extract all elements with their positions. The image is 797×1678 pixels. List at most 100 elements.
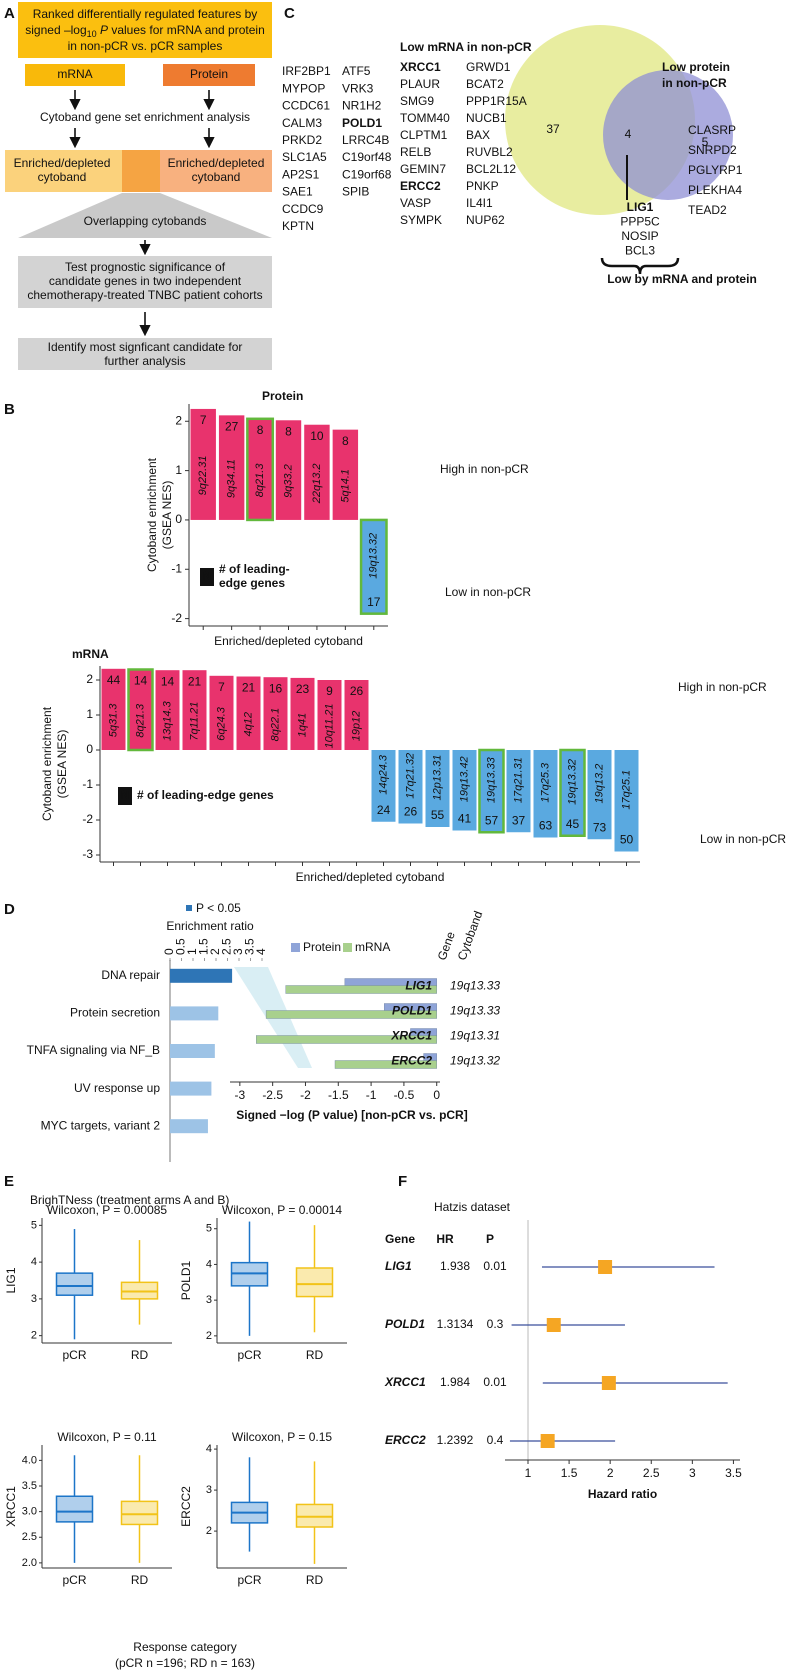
annotation: High in non-pCR (678, 680, 767, 694)
flow-text: signed –log10 P values for mRNA and prot… (25, 23, 265, 39)
count-label: 17 (367, 595, 381, 609)
gene-name: CCDC9 (282, 202, 324, 216)
bar (290, 677, 315, 750)
axis-title: Cytoband enrichment (40, 706, 54, 821)
bar (587, 750, 612, 840)
gene-name: TOMM40 (400, 111, 450, 125)
flow-text: in non-pCR vs. pCR samples (68, 39, 223, 53)
flow-band (122, 150, 160, 192)
gene-label: ERCC2 (385, 1433, 426, 1447)
axis-title: Enriched/depleted cytoband (214, 634, 363, 648)
flow-text: Ranked differentially regulated features… (33, 7, 258, 21)
y-tick-label: 3 (31, 1293, 37, 1305)
bar (170, 1081, 212, 1096)
legend-text: P < 0.05 (196, 901, 241, 915)
bar (317, 680, 342, 750)
bar (263, 677, 288, 750)
x-tick-label: 0 (433, 1088, 440, 1102)
flow-text: Enriched/depleted (14, 156, 111, 170)
gene-name: SAE1 (282, 185, 313, 199)
venn-protein (603, 70, 733, 200)
count-label: 14 (161, 674, 175, 688)
chart-title: mRNA (72, 647, 109, 661)
y-tick-label: 2 (206, 1525, 212, 1537)
axis-title: LIG1 (4, 1267, 18, 1293)
gene-name: MYPOP (282, 81, 325, 95)
bar (371, 750, 396, 822)
count-label: 27 (225, 420, 239, 434)
x-tick-label: 1 (525, 1466, 532, 1480)
annotation: High in non-pCR (440, 462, 529, 476)
gene-label: XRCC1 (390, 1029, 432, 1043)
legend-text: # of leading- (219, 562, 290, 576)
y-tick-label: 3 (206, 1484, 212, 1496)
brace (600, 257, 680, 275)
panel-label: A (4, 5, 15, 22)
point (601, 1376, 616, 1390)
gene-name: SMG9 (400, 94, 434, 108)
gene-name: ERCC2 (400, 179, 441, 193)
cytoband-label: 19q13.33 (450, 979, 500, 993)
bar (190, 408, 216, 520)
box (295, 1267, 334, 1298)
flow-text: Test prognostic significance of (65, 260, 226, 274)
hr-value: 1.938 (440, 1259, 470, 1273)
flow-text: further analysis (104, 354, 185, 368)
flow-text: signed –log (25, 23, 86, 37)
bar (236, 676, 261, 750)
category-label: MYC targets, variant 2 (41, 1118, 161, 1132)
count-label: 14 (134, 674, 148, 688)
flow-text: Cytoband gene set enrichment analysis (40, 110, 250, 124)
count-label: 8 (342, 434, 349, 448)
count-label: 24 (377, 803, 391, 817)
category-label: 10q11.21 (323, 703, 335, 748)
legend-symbol: N (121, 788, 130, 802)
flow-text: 10 (87, 29, 97, 39)
flow-text: Overlapping cytobands (84, 214, 207, 228)
chart-subtitle: Wilcoxon, P = 0.15 (232, 1430, 332, 1444)
y-tick-label: 4 (206, 1443, 212, 1455)
category-label: 8q22.1 (269, 708, 281, 742)
y-tick-label: 2 (175, 413, 182, 427)
gene-name: ATF5 (342, 64, 371, 78)
p-value: 0.3 (487, 1317, 504, 1331)
bar (155, 670, 180, 750)
category-label: UV response up (74, 1081, 160, 1095)
x-tick-label: -1.5 (328, 1088, 349, 1102)
flow-box (163, 64, 255, 86)
category-label: 6q24.3 (215, 706, 227, 741)
bar (285, 985, 437, 994)
gene-name: C19orf68 (342, 167, 392, 181)
count-label: 16 (269, 681, 283, 695)
gene-name: SLC1A5 (282, 150, 327, 164)
count-label: 55 (431, 808, 445, 822)
gene-name: PRKD2 (282, 133, 322, 147)
gene-name: BCL3 (625, 244, 655, 258)
flow-text: cytoband (38, 170, 87, 184)
panel-title: BrighTNess (treatment arms A and B) (30, 1193, 229, 1207)
y-tick-label: 2.5 (22, 1531, 37, 1543)
point (598, 1260, 613, 1274)
count-label: 50 (620, 833, 634, 847)
gene-name: XRCC1 (400, 60, 441, 74)
panel-label: D (4, 901, 15, 918)
flow-text: P (97, 23, 108, 37)
bar (170, 1119, 208, 1134)
x-tick-label: 2 (607, 1466, 614, 1480)
gene-label: LIG1 (405, 979, 432, 993)
hr-value: 1.984 (440, 1375, 470, 1389)
panel-label: C (284, 5, 295, 22)
axis-title: Enrichment ratio (166, 919, 254, 933)
legend-text: Protein (303, 940, 341, 954)
category-label: 8q21.3 (254, 463, 266, 498)
gene-name: CLASRP (688, 123, 736, 137)
y-tick-label: 1 (86, 707, 93, 721)
category-label: 17q21.31 (512, 757, 524, 803)
y-tick-label: 3 (206, 1294, 212, 1306)
x-tick-label: pCR (62, 1348, 86, 1362)
y-tick-label: 0 (86, 742, 93, 756)
p-value: 0.4 (487, 1433, 504, 1447)
bar (256, 1035, 437, 1044)
count-label: 41 (458, 812, 472, 826)
